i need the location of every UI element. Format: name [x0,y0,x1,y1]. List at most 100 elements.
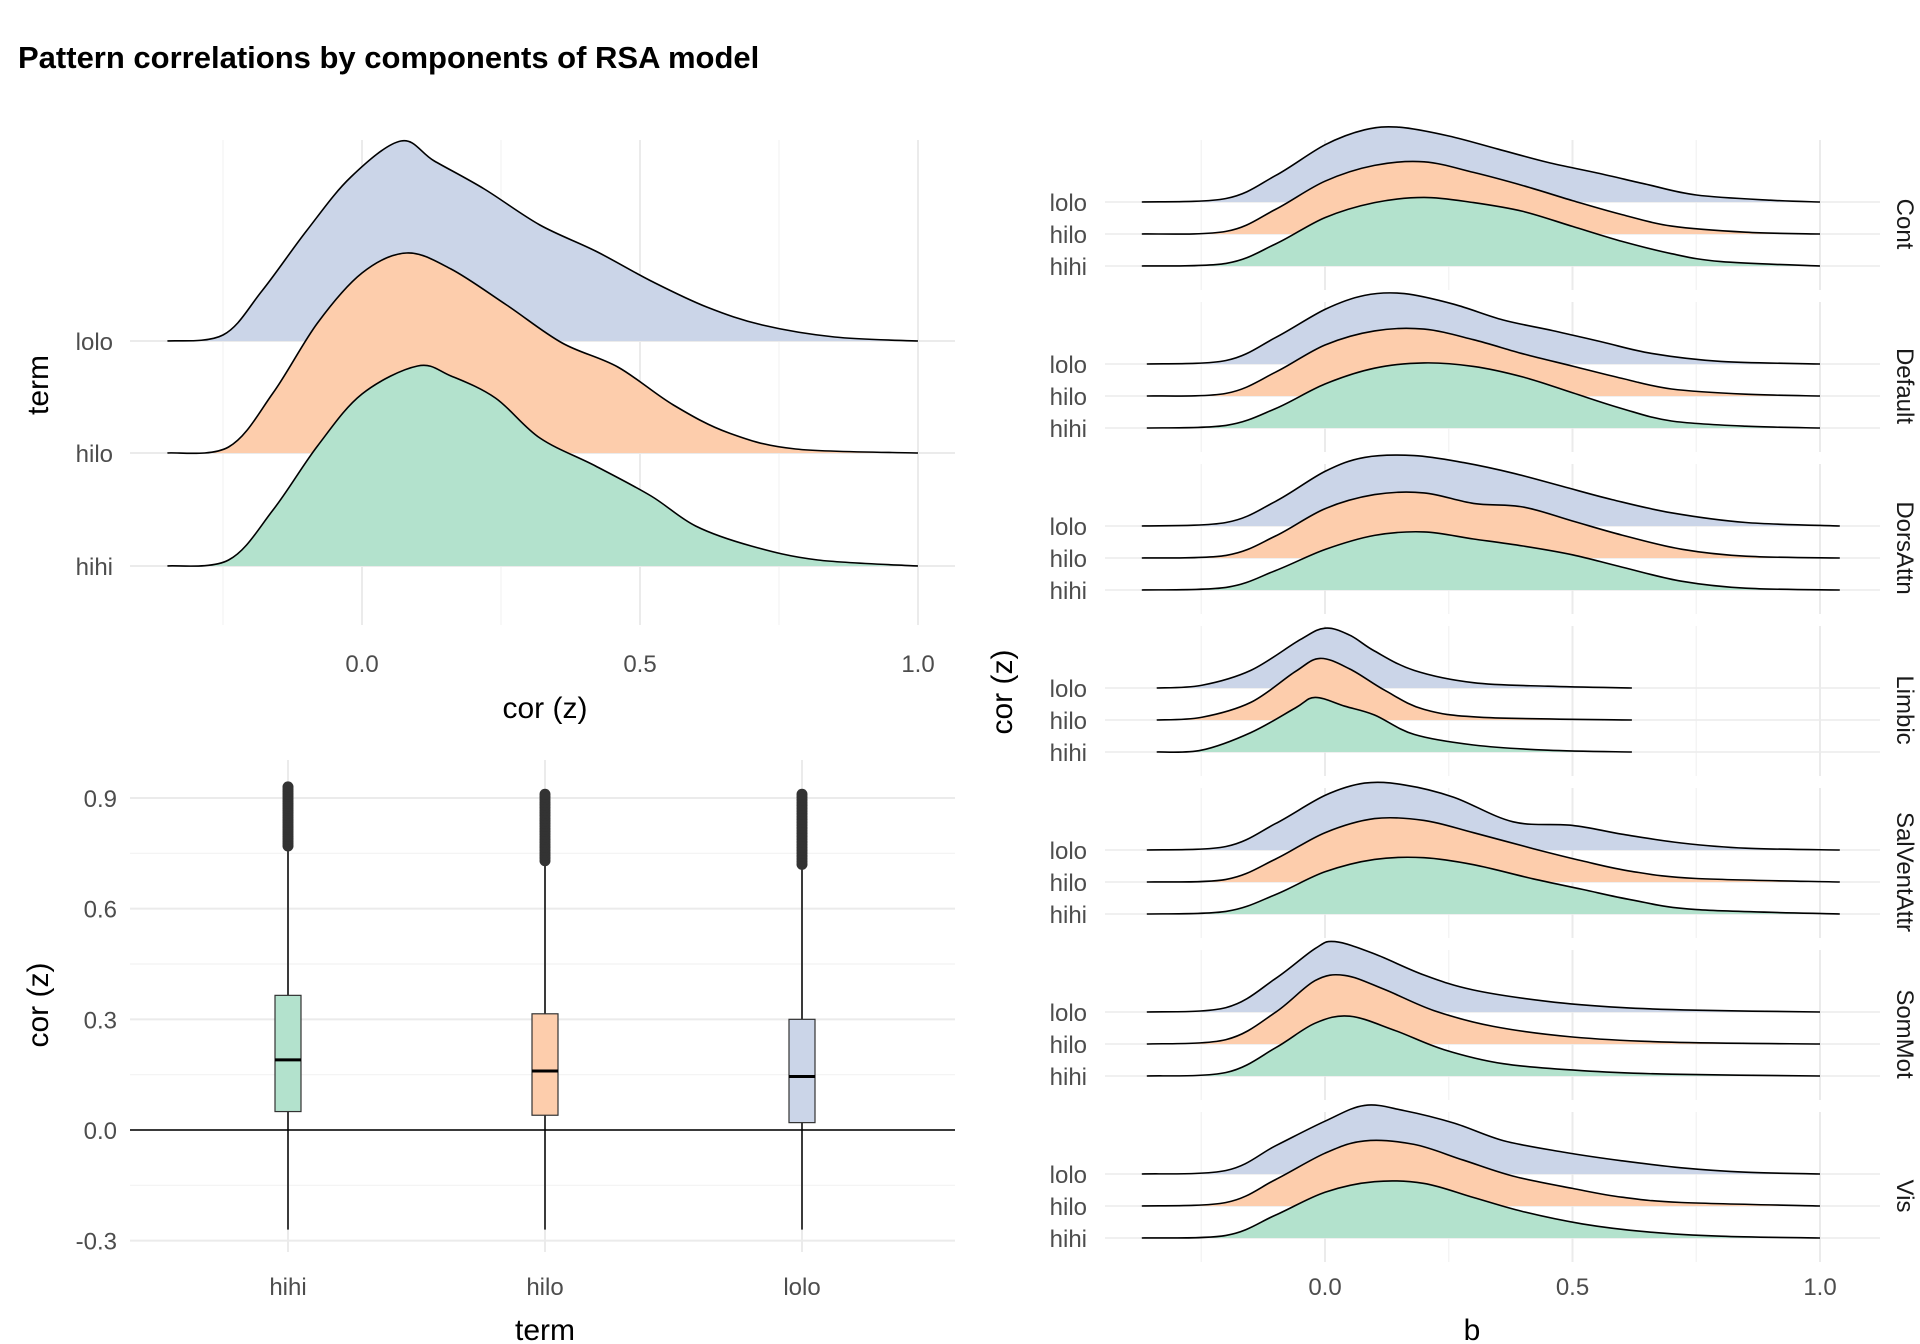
x-axis-label: cor (z) [503,692,588,725]
hihi-ridge-fill [1141,531,1840,590]
x-axis-label: b [1464,1314,1481,1344]
y-axis-label: cor (z) [22,963,55,1048]
y-tick-label: lolo [1050,676,1087,703]
lolo-ridge-fill [1156,628,1632,688]
x-tick-label: 0.5 [1556,1274,1589,1301]
facet-salventattr: lolo hilo hihi SalVentAttr [1050,781,1918,938]
hihi-ridge-line [1146,362,1821,429]
outlier-point [796,788,808,800]
x-tick-label: hihi [269,1274,306,1301]
outlier-point [282,781,294,793]
y-tick-label: hilo [1050,708,1087,735]
hihi-ridge-fill [1146,857,1840,914]
y-tick-label: lolo [1050,1162,1087,1189]
hihi-ridge-line [1141,196,1821,267]
hilo-ridge-line [1141,1139,1821,1207]
hihi-ridge-fill [1141,197,1820,266]
hihi-ridge-line [1141,1180,1821,1239]
facet-strip-label: Default [1891,348,1918,424]
y-tick-label: lolo [76,329,113,356]
lolo-ridge-line [1146,940,1821,1013]
hihi-ridge-line [1156,696,1632,754]
y-tick-label: hihi [1050,902,1087,929]
lolo-ridge-line [1141,454,1840,527]
lolo-ridge-fill [1141,126,1820,202]
hilo-ridge-fill [1156,658,1632,720]
lolo-ridge-line [1141,1104,1821,1175]
y-tick-label: 0.9 [84,786,117,813]
y-tick-label: hilo [1050,222,1087,249]
lolo-ridge-line [1156,627,1632,689]
facet-strip-label: Limbic [1891,675,1918,744]
lolo-ridge-fill [1141,455,1840,526]
box-lolo [788,1018,816,1124]
y-tick-label: 0.6 [84,897,117,924]
hilo-ridge-line [167,252,919,455]
lolo-ridge-fill [1146,941,1820,1012]
hihi-ridge-fill [1141,1180,1820,1239]
facet-strip-label: Vis [1891,1180,1918,1213]
chart-title: Pattern correlations by components of RS… [18,40,760,75]
y-tick-label: -0.3 [76,1229,117,1256]
y-axis-label: cor (z) [986,650,1019,735]
ridgeline-panel-overall: lolo hilo hihi 0.0 0.5 1.0 cor (z) term [22,139,955,725]
hilo-ridge-line [1146,816,1840,883]
facet-strip-label: SomMot [1891,989,1918,1079]
hihi-ridge-line [1146,856,1840,915]
x-tick-label: 0.0 [345,651,378,678]
lolo-ridge-line [1141,125,1821,203]
y-tick-label: 0.3 [84,1007,117,1034]
y-tick-label: hilo [1050,1194,1087,1221]
y-tick-label: 0.0 [84,1118,117,1145]
hilo-ridge-line [1146,327,1821,397]
hihi-ridge-fill [167,365,918,567]
lolo-ridge-fill [1146,782,1840,850]
y-tick-label: hihi [76,554,113,581]
hihi-ridge-line [167,364,919,567]
hihi-ridge-fill [1146,1015,1820,1076]
hihi-ridge-fill [1146,362,1820,428]
ridgeline-panel-networks: lolo hilo hihi Cont lolo hilo hihi Default lolo h… [986,125,1918,1344]
x-tick-label: 1.0 [901,651,934,678]
y-tick-label: hihi [1050,1064,1087,1091]
x-tick-label: hilo [526,1274,563,1301]
x-tick-label: 0.5 [623,651,656,678]
lolo-ridge-line [1146,291,1821,365]
lolo-ridge-fill [1141,1104,1820,1174]
y-tick-label: lolo [1050,352,1087,379]
y-tick-label: hilo [76,441,113,468]
lolo-ridge-fill [167,140,918,341]
outlier-point [539,788,551,800]
x-tick-label: lolo [783,1274,820,1301]
hilo-ridge-line [1141,160,1821,235]
y-tick-label: lolo [1050,514,1087,541]
x-tick-label: 1.0 [1803,1274,1836,1301]
y-tick-label: hihi [1050,254,1087,281]
box-hilo [531,1013,559,1116]
hihi-ridge-line [1146,1015,1821,1077]
y-tick-label: hilo [1050,870,1087,897]
facet-strip-label: SalVentAttr [1891,812,1918,932]
y-tick-label: lolo [1050,190,1087,217]
lolo-ridge-fill [1146,292,1820,364]
facet-default: lolo hilo hihi Default [1050,291,1918,452]
y-tick-label: hihi [1050,578,1087,605]
y-tick-label: lolo [1050,838,1087,865]
lolo-ridge-line [1146,781,1840,851]
facet-cont: lolo hilo hihi Cont [1050,125,1918,290]
facet-strip-label: DorsAttn [1891,501,1918,594]
hihi-ridge-line [1141,530,1840,591]
y-axis-label: term [22,355,55,415]
y-tick-label: hilo [1050,1032,1087,1059]
y-tick-label: lolo [1050,1000,1087,1027]
box-hihi [274,994,302,1113]
facet-dorsattn: lolo hilo hihi DorsAttn [1050,454,1918,614]
lolo-ridge-line [167,139,919,342]
x-tick-label: 0.0 [1308,1274,1341,1301]
facet-vis: lolo hilo hihi Vis [1050,1104,1918,1262]
y-tick-label: hihi [1050,1226,1087,1253]
facet-strip-label: Cont [1891,199,1918,250]
hilo-ridge-line [1141,491,1840,559]
hilo-ridge-fill [1141,1140,1820,1206]
